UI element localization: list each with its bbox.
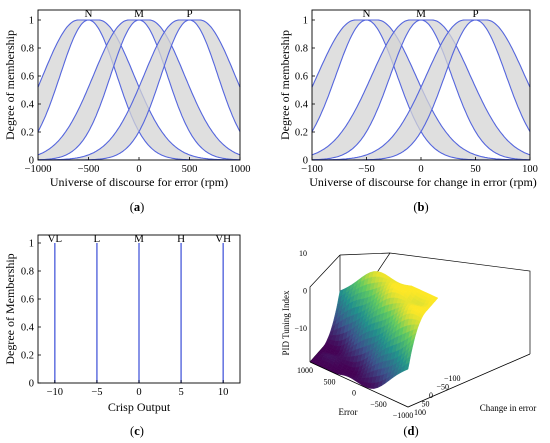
- panel-d-zlabel: PID Tuning Index: [281, 290, 291, 356]
- panel-d-xtick-label: 0: [352, 389, 356, 398]
- panel-c-ytick-label: 0.4: [21, 323, 35, 334]
- panel-b-fou-M: [312, 20, 530, 160]
- panel-a-fou-M: [38, 20, 240, 160]
- panel-d-ytick-label: −100: [444, 374, 461, 383]
- panel-c-xtick-label: −5: [91, 387, 102, 398]
- panel-c-ytick-label: 0: [29, 379, 34, 390]
- panel-d-surface: [309, 271, 439, 389]
- panel-a-xtick-label: 500: [182, 164, 198, 175]
- caption-d-letter: d: [408, 424, 415, 438]
- panel-c-singletons: VL L M H VH: [47, 233, 231, 383]
- panel-c-xtick-label: 0: [136, 387, 141, 398]
- panel-a-xtick-label: 1000: [230, 164, 251, 175]
- panel-a-ytick-label: 0.8: [21, 44, 34, 55]
- panel-c-ticks: −10 −5 0 5 10 0 0.2 0.4 0.6 0.8 1: [21, 239, 229, 399]
- panel-b-ytick-label: 0.4: [295, 100, 309, 111]
- panel-d-surface-patch: [403, 361, 410, 372]
- caption-c: (c): [130, 424, 144, 438]
- panel-a-ytick-label: 1: [29, 16, 34, 27]
- caption-d: (d): [403, 424, 418, 438]
- panel-c-ytick-label: 1: [29, 239, 34, 250]
- panel-c-xtick-label: 5: [178, 387, 183, 398]
- panel-b-ytick-label: 0: [303, 156, 308, 167]
- panel-b-ylabel: Degree of membership: [278, 30, 292, 140]
- panel-a-label-M: M: [134, 8, 144, 20]
- panel-a-ytick-label: 0.2: [21, 128, 34, 139]
- panel-b-xtick-label: 100: [522, 164, 538, 175]
- panel-c: VL L M H VH −10 −5 0 5 10 0 0.2 0.4 0.6 0.8 1 Crisp Ou…: [3, 233, 241, 438]
- panel-a-xtick-label: 0: [136, 164, 141, 175]
- panel-c-label-VL: VL: [47, 233, 62, 245]
- panel-b-xtick-label: −50: [358, 164, 374, 175]
- caption-b: (b): [413, 200, 428, 214]
- panel-c-ylabel: Degree of Membership: [3, 253, 17, 364]
- panel-d-ztick-label: 10: [299, 249, 307, 258]
- panel-d-xtick-label: 1000: [297, 366, 313, 375]
- panel-d-ztick-label: −10: [294, 324, 307, 333]
- panel-c-ytick-label: 0.6: [21, 295, 34, 306]
- panel-d-box-front: [309, 353, 531, 408]
- panel-a-label-N: N: [85, 8, 93, 20]
- panel-d-xtick-label: −1000: [393, 411, 414, 420]
- panel-c-label-M: M: [134, 233, 144, 245]
- panel-a-label-P: P: [186, 8, 192, 20]
- panel-b: N M P −100 −50 0 50 100 0 0.2 0.4 0.6 0.8 1 Universe…: [278, 8, 538, 214]
- panel-b-label-P: P: [472, 8, 478, 20]
- panel-b-ticks: −100 −50 0 50 100 0 0.2 0.4 0.6 0.8 1: [295, 16, 538, 176]
- panel-b-lower-mf-M: [311, 19, 531, 161]
- caption-b-letter: b: [418, 200, 425, 214]
- panel-a-fou-P: [38, 20, 240, 160]
- panel-a-xtick-label: −1000: [25, 164, 52, 175]
- caption-c-letter: c: [134, 424, 140, 438]
- panel-a-upper-mf-P: [37, 19, 241, 161]
- panel-b-fou-P: [312, 20, 530, 160]
- panel-b-label-N: N: [363, 8, 371, 20]
- panel-a-ytick-label: 0: [29, 156, 34, 167]
- panel-c-label-H: H: [177, 233, 185, 245]
- panel-c-ytick-label: 0.2: [21, 351, 34, 362]
- panel-b-label-M: M: [416, 8, 426, 20]
- panel-c-label-L: L: [94, 233, 101, 245]
- panel-d-xlabel: Error: [339, 407, 358, 417]
- panel-d-ytick-label: 0: [429, 391, 433, 400]
- panel-c-xtick-label: −10: [47, 387, 63, 398]
- panel-b-ytick-label: 0.6: [295, 72, 308, 83]
- panel-d-xtick-label: 500: [324, 377, 336, 386]
- panel-b-ytick-label: 0.8: [295, 44, 308, 55]
- panel-c-ytick-label: 0.8: [21, 267, 34, 278]
- panel-d-ytick-label: 50: [422, 400, 430, 409]
- panel-b-ytick-label: 1: [303, 16, 308, 27]
- panel-d-ytick-label: −50: [437, 383, 450, 392]
- panel-b-upper-mf-P: [311, 19, 531, 161]
- panel-a-xlabel: Universe of discourse for error (rpm): [50, 175, 228, 189]
- panel-d-ylabel: Change in error: [480, 403, 536, 413]
- panel-c-label-VH: VH: [215, 233, 231, 245]
- panel-b-ytick-label: 0.2: [295, 128, 308, 139]
- caption-a: (a): [130, 200, 145, 214]
- panel-d-ztick-label: 0: [303, 287, 307, 296]
- panel-b-xtick-label: −100: [301, 164, 323, 175]
- panel-a-ytick-label: 0.4: [21, 100, 35, 111]
- panel-b-xtick-label: 50: [470, 164, 481, 175]
- panel-a-ylabel: Degree of membership: [3, 30, 17, 140]
- panel-d-front-edges: [309, 353, 531, 408]
- panel-a-xtick-label: −500: [78, 164, 100, 175]
- panel-a: N M P −1000 −500 0 500 1000 0 0.2 0.4 0.6 0.8 1 Univ…: [3, 8, 251, 214]
- panel-b-xlabel: Universe of discourse for change in erro…: [309, 175, 537, 189]
- panel-c-xlabel: Crisp Output: [108, 400, 171, 414]
- panel-a-ytick-label: 0.6: [21, 72, 34, 83]
- panel-b-xtick-label: 0: [418, 164, 423, 175]
- panel-d-ytick-label: 100: [414, 408, 426, 417]
- caption-a-letter: a: [134, 200, 141, 214]
- panel-d-xtick-label: −500: [370, 400, 387, 409]
- panel-c-xtick-label: 10: [218, 387, 229, 398]
- panel-a-lower-mf-M: [37, 19, 241, 161]
- panel-a-ticks: −1000 −500 0 500 1000 0 0.2 0.4 0.6 0.8 1: [21, 16, 251, 176]
